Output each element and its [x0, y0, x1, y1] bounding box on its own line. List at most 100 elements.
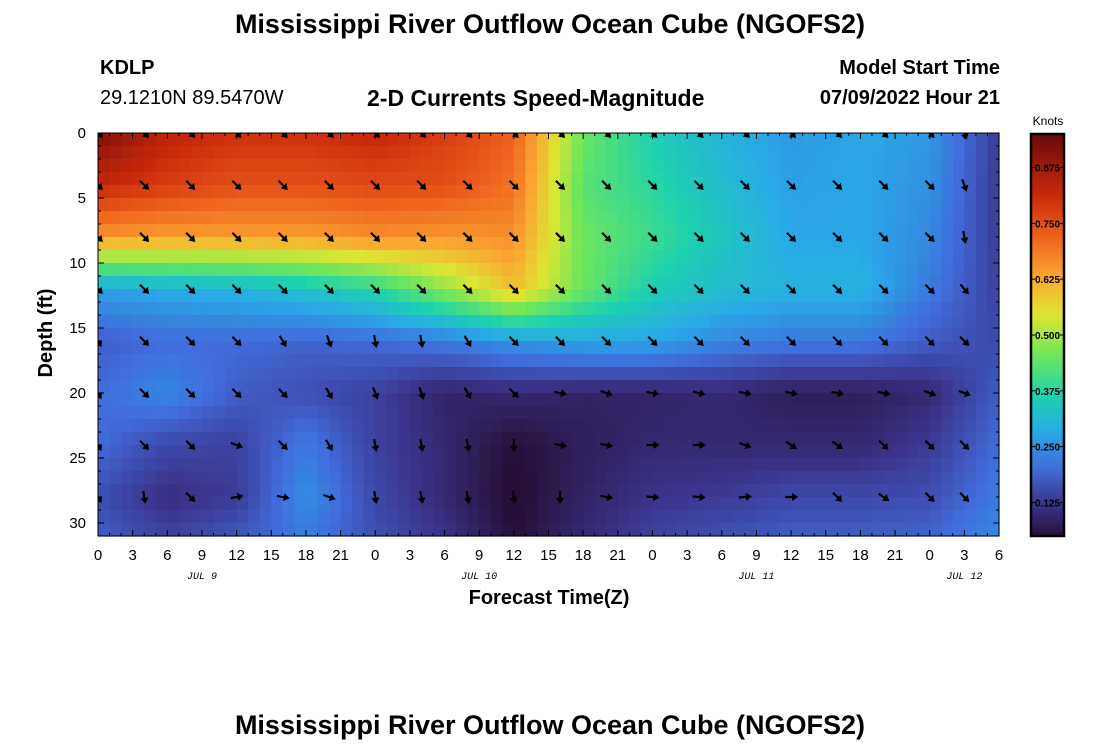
heatmap-cell — [895, 406, 908, 420]
heatmap-cell — [167, 484, 180, 498]
heatmap-cell — [398, 458, 411, 472]
current-arrow — [508, 283, 519, 294]
heatmap-cell — [744, 172, 758, 186]
heatmap-cell — [502, 406, 515, 420]
heatmap-cell — [386, 224, 399, 238]
heatmap-cell — [883, 159, 896, 173]
heatmap-cell — [802, 224, 815, 238]
heatmap-cell — [236, 510, 249, 524]
heatmap-cell — [178, 471, 192, 485]
heatmap-cell — [860, 510, 873, 524]
heatmap-cell — [779, 419, 792, 433]
heatmap-cell — [756, 432, 769, 446]
heatmap-cell — [744, 302, 758, 316]
heatmap-cell — [536, 172, 550, 186]
heatmap-cell — [664, 471, 677, 485]
heatmap-cell — [155, 133, 168, 147]
heatmap-cell — [710, 497, 723, 511]
heatmap-cell — [121, 341, 134, 355]
heatmap-cell — [155, 289, 168, 303]
heatmap-cell — [502, 302, 515, 316]
heatmap-cell — [560, 159, 573, 173]
heatmap-cell — [756, 172, 769, 186]
heatmap-cell — [664, 328, 677, 342]
heatmap-cell — [121, 510, 134, 524]
heatmap-cell — [594, 315, 607, 329]
heatmap-cell — [305, 263, 319, 277]
heatmap-cell — [721, 172, 734, 186]
heatmap-cell — [675, 523, 688, 537]
heatmap-cell — [802, 419, 815, 433]
heatmap-cell — [536, 458, 550, 472]
heatmap-cell — [98, 484, 111, 498]
heatmap-cell — [837, 224, 850, 238]
heatmap-cell — [363, 198, 376, 212]
heatmap-cell — [802, 341, 815, 355]
heatmap-cell — [178, 198, 192, 212]
heatmap-cell — [848, 302, 861, 316]
heatmap-cell — [733, 354, 746, 368]
heatmap-cell — [225, 484, 238, 498]
heatmap-cell — [617, 172, 630, 186]
heatmap-cell — [883, 211, 896, 225]
heatmap-cell — [698, 393, 711, 407]
heatmap-cell — [767, 445, 781, 459]
heatmap-cell — [548, 146, 561, 160]
heatmap-cell — [952, 380, 965, 394]
heatmap-cell — [860, 185, 873, 199]
heatmap-cell — [132, 237, 145, 251]
heatmap-cell — [282, 471, 295, 485]
heatmap-cell — [675, 367, 688, 381]
heatmap-cell — [710, 276, 723, 290]
heatmap-cell — [167, 133, 180, 147]
heatmap-cell — [386, 432, 399, 446]
heatmap-cell — [848, 354, 861, 368]
current-arrow — [554, 441, 567, 450]
heatmap-cell — [502, 484, 515, 498]
heatmap-cell — [513, 367, 526, 381]
heatmap-cell — [871, 263, 885, 277]
heatmap-cell — [259, 263, 272, 277]
heatmap-cell — [617, 276, 630, 290]
heatmap-cell — [617, 289, 630, 303]
heatmap-cell — [201, 458, 215, 472]
heatmap-cell — [363, 484, 376, 498]
heatmap-cell — [756, 419, 769, 433]
current-arrow — [277, 387, 288, 398]
heatmap-cell — [652, 432, 665, 446]
heatmap-cell — [687, 211, 700, 225]
heatmap-cell — [721, 445, 734, 459]
heatmap-cell — [640, 341, 654, 355]
heatmap-cell — [571, 250, 584, 264]
x-tick-label: 9 — [752, 547, 760, 564]
heatmap-cell — [548, 133, 561, 147]
heatmap-cell — [259, 419, 272, 433]
current-arrow — [508, 179, 519, 190]
heatmap-cell — [871, 315, 885, 329]
heatmap-cell — [467, 263, 480, 277]
heatmap-cell — [121, 276, 134, 290]
heatmap-cell — [225, 198, 238, 212]
heatmap-cell — [305, 289, 319, 303]
heatmap-cell — [825, 289, 838, 303]
heatmap-cell — [432, 198, 446, 212]
heatmap-cell — [490, 159, 503, 173]
heatmap-cell — [340, 393, 353, 407]
heatmap-cell — [479, 484, 492, 498]
heatmap-cell — [490, 510, 503, 524]
heatmap-cell — [837, 432, 850, 446]
heatmap-cell — [305, 224, 319, 238]
heatmap-cell — [825, 198, 838, 212]
heatmap-cell — [167, 393, 180, 407]
heatmap-cell — [987, 263, 1000, 277]
heatmap-cell — [710, 354, 723, 368]
heatmap-cell — [918, 458, 931, 472]
heatmap-cell — [225, 302, 238, 316]
heatmap-cell — [975, 497, 989, 511]
heatmap-cell — [444, 523, 457, 537]
heatmap-cell — [409, 263, 423, 277]
heatmap-cell — [352, 159, 365, 173]
heatmap-cell — [744, 276, 758, 290]
heatmap-cell — [513, 146, 526, 160]
heatmap-cell — [594, 133, 607, 147]
